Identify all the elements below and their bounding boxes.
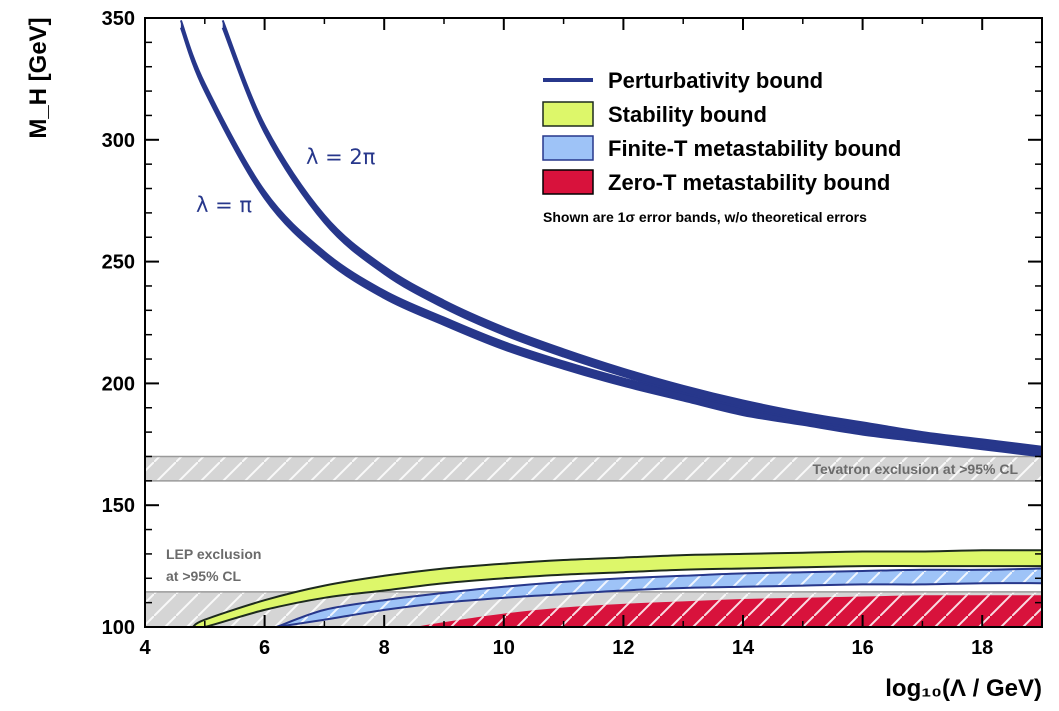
y-tick-label: 250 bbox=[102, 252, 135, 274]
line-lower-perturbativity bbox=[179, 27, 1042, 458]
band-upper-edge-finite-t-metastability-bound bbox=[276, 567, 1042, 627]
x-tick-label: 4 bbox=[139, 637, 151, 659]
line-upper-perturbativity-2 bbox=[221, 20, 1042, 448]
y-tick-label: 350 bbox=[102, 8, 135, 30]
legend-entry-zero-t-metastability-bound: Zero-T metastability bound bbox=[542, 169, 890, 195]
axis-ticks: 4 6 8 10 12 14 16 18 100 150 200 250 300 350 bbox=[102, 8, 1042, 659]
y-axis-label: M_H [GeV] bbox=[25, 17, 52, 138]
y-tick-label: 150 bbox=[102, 495, 135, 517]
lep-exclusion-label-line-2: at >95% CL bbox=[166, 568, 242, 584]
y-tick-label: 100 bbox=[102, 617, 135, 639]
x-tick-label: 10 bbox=[493, 637, 515, 659]
x-tick-label: 16 bbox=[851, 637, 873, 659]
x-tick-label: 12 bbox=[612, 637, 634, 659]
band-hatch-finite-t-metastability-bound bbox=[276, 568, 1042, 627]
lep-exclusion-label-line-1: LEP exclusion bbox=[166, 546, 261, 562]
legend-label: Perturbativity bound bbox=[608, 68, 823, 93]
band-lower-edge-stability-bound bbox=[192, 565, 1042, 627]
legend-swatch-box bbox=[542, 135, 594, 161]
curve-label-lambda-pi: λ = π bbox=[196, 193, 252, 217]
y-tick-label: 300 bbox=[102, 130, 135, 152]
x-axis-label: log₁₀(Λ / GeV) bbox=[885, 675, 1042, 702]
exclusion-band-tevatron bbox=[145, 455, 1042, 482]
legend-swatch-box bbox=[542, 101, 594, 127]
legend-swatch-box bbox=[542, 169, 594, 195]
legend-entry-finite-t-metastability-bound: Finite-T metastability bound bbox=[542, 135, 901, 161]
band-stability-bound bbox=[192, 550, 1042, 627]
curve-label-lambda-2pi: λ = 2π bbox=[306, 145, 376, 169]
x-tick-label: 14 bbox=[732, 637, 755, 659]
x-tick-label: 18 bbox=[971, 637, 993, 659]
legend-note: Shown are 1σ error bands, w/o theoretica… bbox=[543, 209, 867, 225]
x-tick-label: 6 bbox=[259, 637, 270, 659]
tevatron-exclusion-label: Tevatron exclusion at >95% CL bbox=[812, 461, 1018, 477]
legend-label: Zero-T metastability bound bbox=[608, 170, 890, 195]
y-tick-label: 200 bbox=[102, 373, 135, 395]
band-hatch-zero-t-metastability-bound bbox=[414, 595, 1042, 627]
band-upper-edge-stability-bound bbox=[192, 549, 1042, 627]
plot-area: Tevatron exclusion at >95% CL LEP exclusi… bbox=[145, 20, 1042, 627]
line-lower-perturbativity-2 bbox=[221, 27, 1042, 455]
legend-entry-stability-bound: Stability bound bbox=[542, 101, 767, 127]
band-lower-edge-finite-t-metastability-bound bbox=[276, 582, 1042, 627]
plot-frame bbox=[144, 17, 1043, 628]
x-tick-label: 8 bbox=[379, 637, 390, 659]
legend-label: Finite-T metastability bound bbox=[608, 136, 901, 161]
legend-entry-perturbativity-bound: Perturbativity bound bbox=[543, 68, 823, 93]
legend: Perturbativity bound Stability bound Finit… bbox=[542, 68, 901, 225]
legend-label: Stability bound bbox=[608, 102, 767, 127]
